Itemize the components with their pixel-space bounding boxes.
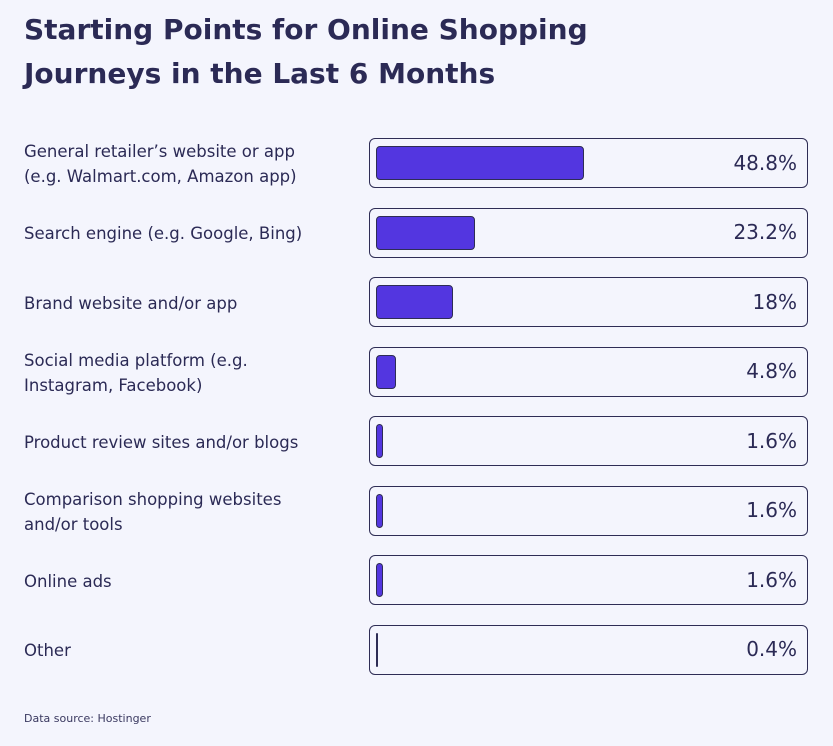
category-label: General retailer’s website or app (e.g. … xyxy=(24,142,297,186)
bar-track: 1.6% xyxy=(369,485,808,536)
value-label: 1.6% xyxy=(746,498,797,522)
bar-track: 1.6% xyxy=(369,416,808,466)
bar-track: 48.8% xyxy=(369,138,808,188)
bar-track: 4.8% xyxy=(369,346,808,397)
value-label: 48.8% xyxy=(733,150,797,175)
category-label: Other xyxy=(24,641,71,660)
bar xyxy=(376,424,383,458)
bar-row: General retailer’s website or app (e.g. … xyxy=(0,138,833,190)
category-label: Brand website and/or app xyxy=(24,293,238,313)
data-source-note: Data source: Hostinger xyxy=(24,712,151,725)
bar xyxy=(376,563,383,597)
bar xyxy=(376,493,383,528)
bar-track: 23.2% xyxy=(369,207,808,258)
category-label: Search engine (e.g. Google, Bing) xyxy=(24,224,303,243)
value-label: 0.4% xyxy=(746,637,797,661)
category-label: Social media platform (e.g. Instagram, F… xyxy=(24,350,248,395)
bar xyxy=(376,354,397,389)
chart-title: Starting Points for Online Shopping Jour… xyxy=(24,13,588,90)
bar-row: Brand website and/or app 18% xyxy=(0,277,833,329)
bar-track: 0.4% xyxy=(369,624,808,675)
value-label: 4.8% xyxy=(746,359,797,383)
bar xyxy=(376,146,584,180)
bar xyxy=(376,632,378,667)
bar xyxy=(376,215,475,250)
bar-row: Comparison shopping websites and/or tool… xyxy=(0,485,833,538)
bar-row: Other 0.4% xyxy=(0,624,833,677)
value-label: 1.6% xyxy=(746,567,797,592)
bar-row: Search engine (e.g. Google, Bing) 23.2% xyxy=(0,207,833,260)
value-label: 23.2% xyxy=(733,220,797,244)
bar xyxy=(376,285,453,319)
bar-row: Online ads 1.6% xyxy=(0,555,833,607)
bar-row: Product review sites and/or blogs 1.6% xyxy=(0,416,833,468)
category-label: Online ads xyxy=(24,571,112,591)
category-label: Product review sites and/or blogs xyxy=(24,432,299,452)
value-label: 1.6% xyxy=(746,428,797,453)
value-label: 18% xyxy=(752,289,797,314)
bar-track: 18% xyxy=(369,277,808,327)
bar-row: Social media platform (e.g. Instagram, F… xyxy=(0,346,833,399)
category-label: Comparison shopping websites and/or tool… xyxy=(24,489,282,534)
bar-track: 1.6% xyxy=(369,555,808,605)
